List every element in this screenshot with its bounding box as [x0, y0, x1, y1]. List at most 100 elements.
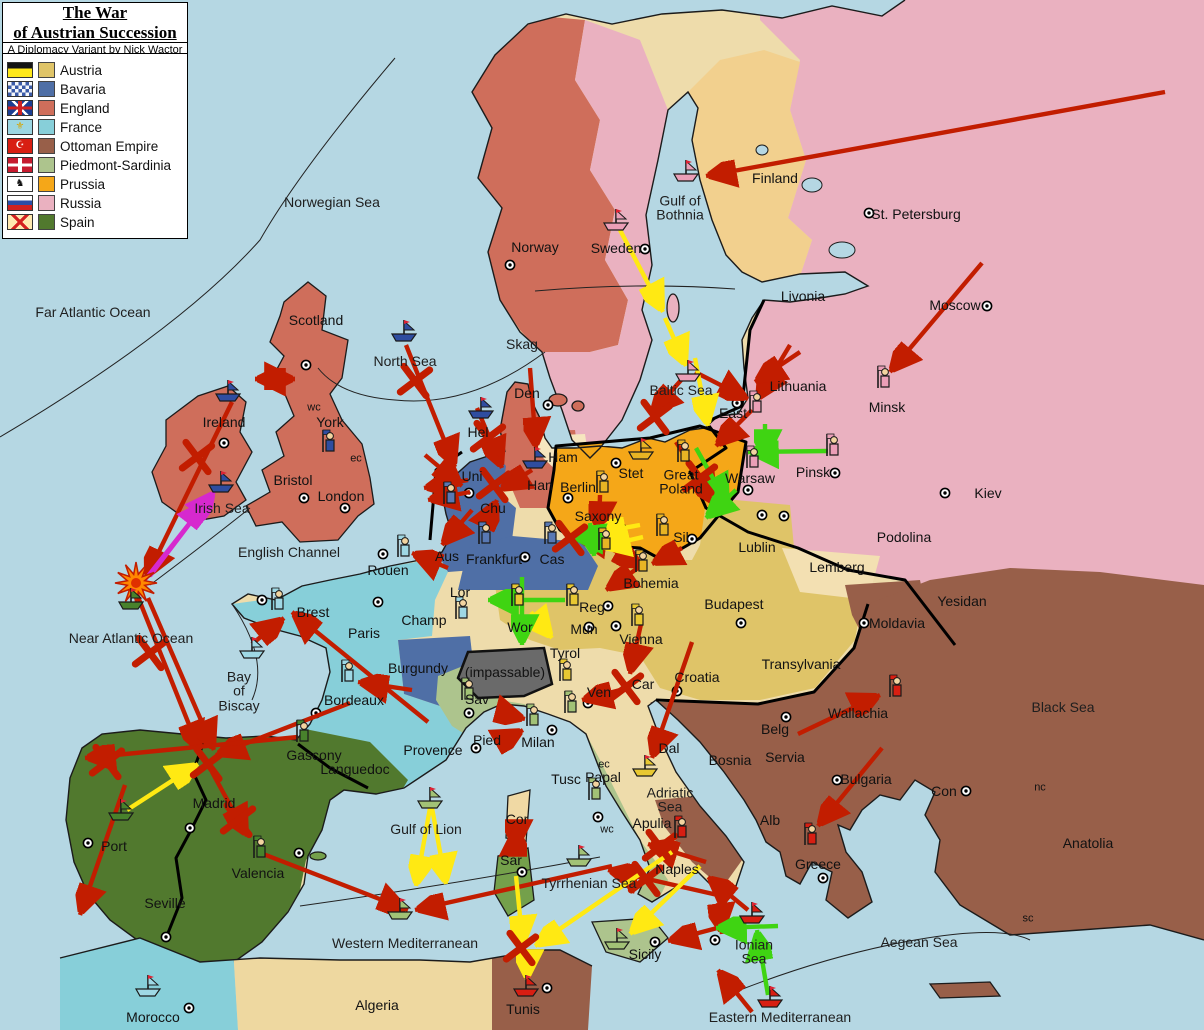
- ottoman-army-unit[interactable]: [674, 815, 687, 838]
- piedmont-army-unit[interactable]: [526, 703, 539, 726]
- ottoman-fleet-unit[interactable]: [512, 974, 540, 997]
- supply-center-dot: [541, 982, 553, 994]
- move-arrow-red: [652, 548, 682, 564]
- supply-center-dot: [756, 509, 768, 521]
- russia-fleet-unit[interactable]: [672, 159, 700, 182]
- move-arrow-red: [630, 623, 641, 674]
- move-arrow-yellow: [432, 807, 446, 885]
- bavaria-army-unit[interactable]: [478, 521, 491, 544]
- russia-army-unit[interactable]: [749, 390, 762, 413]
- austria-army-unit[interactable]: [566, 583, 579, 606]
- england-fleet-unit[interactable]: [207, 470, 235, 493]
- supply-center-dot: [470, 742, 482, 754]
- legend-item-piedmont: Piedmont-Sardinia: [7, 157, 183, 173]
- ottoman-flag-icon: ☪: [7, 138, 33, 154]
- battle-x-icon: [641, 828, 679, 866]
- russia-fleet-unit[interactable]: [674, 359, 702, 382]
- move-arrow-red: [412, 553, 449, 568]
- austria-fleet-unit[interactable]: [631, 754, 659, 777]
- move-arrow-yellow: [125, 764, 198, 812]
- move-arrow-red: [498, 712, 525, 719]
- title-box: The War of Austrian Succession A Diploma…: [2, 2, 188, 59]
- spain-flag-icon: [7, 214, 33, 230]
- move-arrow-red: [890, 261, 984, 372]
- move-arrow-red: [651, 376, 685, 414]
- bavaria-army-unit[interactable]: [443, 481, 456, 504]
- france-army-unit[interactable]: [397, 534, 410, 557]
- supply-center-dot: [639, 243, 651, 255]
- ottoman-fleet-unit[interactable]: [756, 985, 784, 1008]
- spain-army-unit[interactable]: [253, 835, 266, 858]
- piedmont-army-unit[interactable]: [461, 677, 474, 700]
- france-fleet-unit[interactable]: [134, 974, 162, 997]
- supply-center-dot: [583, 621, 595, 633]
- battle-x-icon: [636, 398, 674, 436]
- legend-power-name: England: [60, 100, 110, 116]
- piedmont-fleet-unit[interactable]: [603, 927, 631, 950]
- prussia-army-unit[interactable]: [656, 513, 669, 536]
- france-fleet-unit[interactable]: [238, 636, 266, 659]
- legend-item-ottoman: ☪ Ottoman Empire: [7, 138, 183, 154]
- russia-army-unit[interactable]: [877, 365, 890, 388]
- prussia-fleet-unit[interactable]: [627, 437, 655, 460]
- ottoman-fleet-unit[interactable]: [738, 901, 766, 924]
- england-fleet-unit[interactable]: [214, 379, 242, 402]
- austria-army-unit[interactable]: [559, 658, 572, 681]
- supply-center-dot: [610, 620, 622, 632]
- supply-center-dot: [778, 510, 790, 522]
- supply-center-dot: [709, 934, 721, 946]
- prussia-army-unit[interactable]: [596, 470, 609, 493]
- england-army-unit[interactable]: [322, 429, 335, 452]
- ottoman-army-unit[interactable]: [804, 822, 817, 845]
- legend-power-name: Russia: [60, 195, 102, 211]
- move-arrow-red: [755, 350, 802, 382]
- austria-army-unit[interactable]: [511, 583, 524, 606]
- piedmont-army-unit[interactable]: [588, 777, 601, 800]
- move-arrow-red: [145, 597, 214, 750]
- supply-center-dot: [863, 207, 875, 219]
- supply-center-dot: [183, 1002, 195, 1014]
- legend-color-swatch: [38, 100, 55, 116]
- piedmont-fleet-unit[interactable]: [565, 844, 593, 867]
- prussia-army-unit[interactable]: [598, 527, 611, 550]
- move-arrow-red: [414, 863, 613, 910]
- spain-fleet-unit[interactable]: [117, 587, 145, 610]
- legend-color-swatch: [38, 214, 55, 230]
- austria-army-unit[interactable]: [631, 603, 644, 626]
- bavaria-army-unit[interactable]: [544, 521, 557, 544]
- spain-fleet-unit[interactable]: [107, 798, 135, 821]
- prussia-army-unit[interactable]: [677, 439, 690, 462]
- legend-power-name: Ottoman Empire: [60, 138, 159, 154]
- ottoman-army-unit[interactable]: [889, 674, 902, 697]
- russia-army-unit[interactable]: [826, 433, 839, 456]
- move-arrow-red: [716, 408, 754, 446]
- move-arrow-red: [608, 870, 723, 899]
- france-army-unit[interactable]: [455, 596, 468, 619]
- england-fleet-unit[interactable]: [521, 446, 549, 469]
- move-arrow-red: [216, 700, 351, 755]
- france-army-unit[interactable]: [341, 659, 354, 682]
- supply-center-dot: [735, 617, 747, 629]
- move-arrow-red: [500, 470, 532, 490]
- france-army-unit[interactable]: [271, 587, 284, 610]
- legend-power-name: Prussia: [60, 176, 106, 192]
- prussia-army-unit[interactable]: [635, 549, 648, 572]
- supply-center-dot: [817, 872, 829, 884]
- piedmont-fleet-unit[interactable]: [386, 897, 414, 920]
- title-line1: The War: [62, 3, 128, 22]
- legend-power-name: Bavaria: [60, 81, 106, 97]
- england-fleet-unit[interactable]: [390, 319, 418, 342]
- russia-fleet-unit[interactable]: [602, 208, 630, 231]
- piedmont-flag-icon: [7, 157, 33, 173]
- move-arrow-magenta: [138, 502, 206, 588]
- spain-army-unit[interactable]: [296, 719, 309, 742]
- move-arrow-red: [606, 568, 638, 590]
- russia-army-unit[interactable]: [746, 445, 759, 468]
- piedmont-army-unit[interactable]: [564, 690, 577, 713]
- legend-color-swatch: [38, 157, 55, 173]
- england-fleet-unit[interactable]: [467, 396, 495, 419]
- supply-center-dot: [562, 492, 574, 504]
- legend-color-swatch: [38, 195, 55, 211]
- piedmont-fleet-unit[interactable]: [416, 786, 444, 809]
